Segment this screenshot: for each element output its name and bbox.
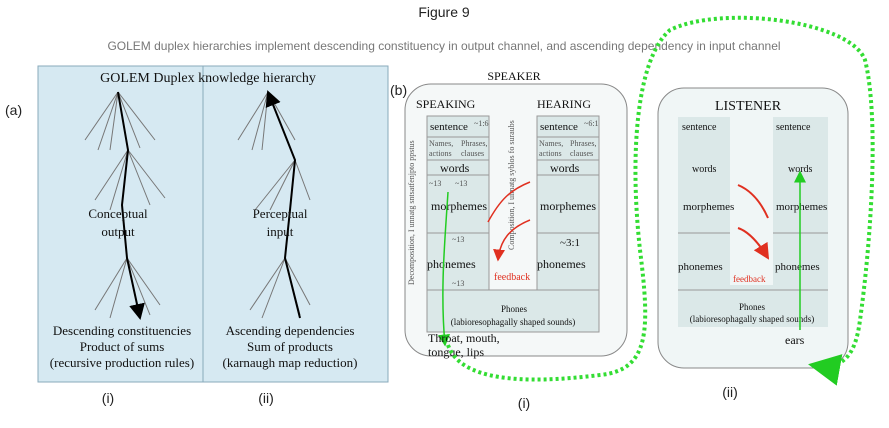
panel-b-label: (b) <box>390 82 407 98</box>
small-text: ~13 <box>429 179 441 188</box>
listener-morphemes-left: morphemes <box>683 201 734 213</box>
panel-a-box <box>37 65 389 383</box>
throat-text: Throat, mouth, <box>428 331 500 345</box>
small-text: ~13 <box>455 179 467 188</box>
listener-phones-desc: (labioresophagally shaped sounds) <box>690 314 814 324</box>
sum-of-products-text: Sum of products <box>247 339 333 354</box>
panel-a-title: GOLEM Duplex knowledge hierarchy <box>100 71 316 86</box>
speaker-sentence-right: sentence <box>540 121 578 133</box>
hearing-label: HEARING <box>537 97 591 111</box>
descending-tree <box>84 91 166 320</box>
speaker-phones-desc: (labioresophagally shaped sounds) <box>451 317 575 327</box>
listener-phonemes-left: phonemes <box>678 261 723 273</box>
conceptual-label: Conceptual <box>88 206 148 221</box>
listener-words-right: words <box>788 164 813 175</box>
output-label: output <box>101 224 135 239</box>
small-text: clauses <box>570 149 593 158</box>
speaker-box <box>404 83 628 357</box>
perceptual-label: Perceptual <box>253 206 308 221</box>
production-rules-text: (recursive production rules) <box>50 355 194 370</box>
speaker-phonemes-right: phonemes <box>537 257 586 271</box>
ratio-text: ~3:1 <box>560 237 580 249</box>
product-of-sums-text: Product of sums <box>80 339 165 354</box>
small-text: Names, <box>539 139 563 148</box>
decomposition-vertical-text: Decomposition, I unnatg sntsatfenjpto pp… <box>407 140 416 285</box>
listener-sentence-right: sentence <box>776 122 811 133</box>
small-text: Phrases, <box>461 139 487 148</box>
panel-a-label: (a) <box>5 102 22 118</box>
speaker-green-arrow <box>438 191 451 347</box>
speaker-morphemes-right: morphemes <box>540 199 596 213</box>
speaker-words-right: words <box>550 161 580 175</box>
figure-title: Figure 9 <box>418 4 470 20</box>
listener-words-left: words <box>692 164 717 175</box>
listener-title: LISTENER <box>715 99 782 114</box>
small-text: ~1:6 <box>474 119 489 128</box>
karnaugh-text: (karnaugh map reduction) <box>222 355 357 370</box>
speaker-sentence-left: sentence <box>430 121 468 133</box>
small-text: Phrases, <box>570 139 596 148</box>
speaker-phonemes-left: phonemes <box>427 257 476 271</box>
tongue-text: tongue, lips <box>428 345 484 359</box>
small-text: ~6:1 <box>584 119 599 128</box>
listener-feedback-label: feedback <box>733 274 766 284</box>
speaker-title: SPEAKER <box>487 69 540 83</box>
listener-sentence-left: sentence <box>682 122 717 133</box>
ascending-text: Ascending dependencies <box>226 323 355 338</box>
listener-phones-label: Phones <box>739 302 766 312</box>
sublabel-a-i: (i) <box>102 390 114 406</box>
input-label: input <box>267 224 294 239</box>
listener-feedback-arrows <box>737 184 768 258</box>
figure-caption: GOLEM duplex hierarchies implement desce… <box>107 39 780 53</box>
sublabel-b-ii: (ii) <box>722 384 738 400</box>
composition-vertical-text: Composition, I uimatg syblos fo suraubs <box>507 120 516 250</box>
speaker-morphemes-left: morphemes <box>431 199 487 213</box>
feedback-arrows <box>488 181 531 260</box>
descending-text: Descending constituencies <box>53 323 191 338</box>
ascending-tree <box>237 90 311 319</box>
sublabel-a-ii: (ii) <box>258 390 274 406</box>
small-text: clauses <box>461 149 484 158</box>
small-text: actions <box>429 149 452 158</box>
small-text: ~13 <box>452 279 464 288</box>
sound-path-dotted-arrow <box>446 15 875 386</box>
speaker-words-left: words <box>440 161 470 175</box>
speaker-phones-label: Phones <box>501 304 528 314</box>
small-text: actions <box>539 149 562 158</box>
speaker-feedback-label: feedback <box>494 272 530 283</box>
listener-phonemes-right: phonemes <box>775 261 820 273</box>
ears-label: ears <box>785 333 805 347</box>
sublabel-b-i: (i) <box>518 395 530 411</box>
small-text: ~13 <box>452 235 464 244</box>
speaking-label: SPEAKING <box>416 97 476 111</box>
small-text: Names, <box>429 139 453 148</box>
listener-morphemes-right: morphemes <box>776 201 827 213</box>
